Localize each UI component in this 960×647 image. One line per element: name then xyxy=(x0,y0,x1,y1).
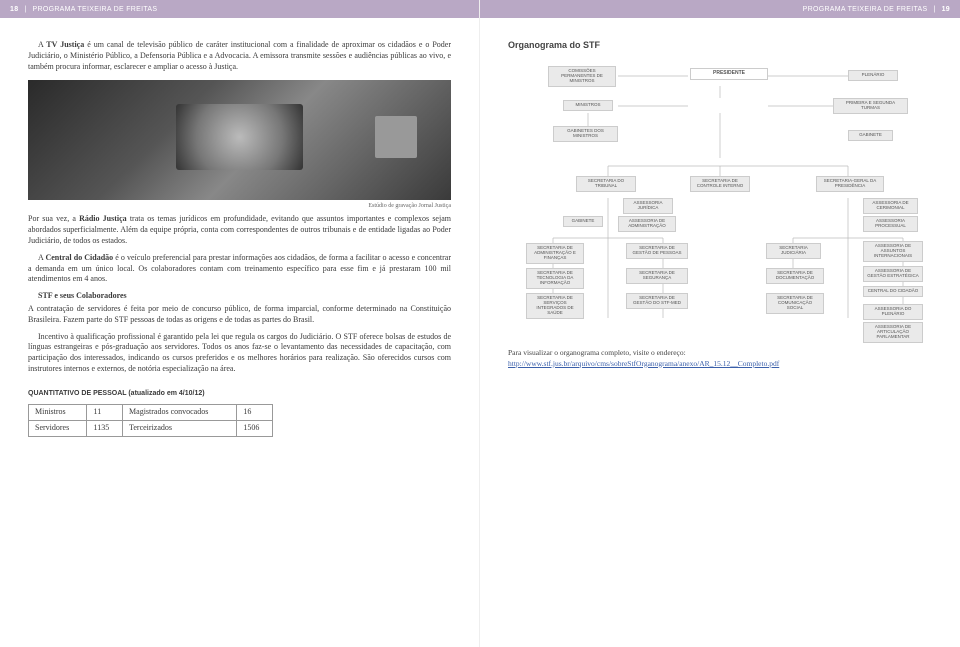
table-row: Ministros 11 Magistrados convocados 16 xyxy=(29,405,273,421)
cell-servidores-label: Servidores xyxy=(29,421,87,437)
node-ass-processual: ASSESSORIA PROCESSUAL xyxy=(863,216,918,232)
organogram-section: Organograma do STF xyxy=(508,40,932,338)
cell-servidores-val: 1135 xyxy=(87,421,123,437)
header-sep: | xyxy=(933,6,935,13)
organogram-link[interactable]: http://www.stf.jus.br/arquivo/cms/sobreS… xyxy=(508,359,779,368)
node-sec-admfin: SECRETARIA DE ADMINISTRAÇÃO E FINANÇAS xyxy=(526,243,584,264)
personnel-table: Ministros 11 Magistrados convocados 16 S… xyxy=(28,404,273,437)
left-content: A TV Justiça é um canal de televisão púb… xyxy=(28,40,451,437)
node-comissoes: COMISSÕES PERMANENTES DE MINISTROS xyxy=(548,66,616,87)
page-number-left: 18 xyxy=(10,6,18,13)
node-sec-gestao-pessoas: SECRETARIA DE GESTÃO DE PESSOAS xyxy=(626,243,688,259)
node-sec-comunicacao: SECRETARIA DE COMUNICAÇÃO SOCIAL xyxy=(766,293,824,314)
header-right: PROGRAMA TEIXEIRA DE FREITAS | 19 xyxy=(480,0,960,18)
para-colab2: Incentivo à qualificação profissional é … xyxy=(28,332,451,375)
table-title: QUANTITATIVO DE PESSOAL (atualizado em 4… xyxy=(28,389,451,398)
cell-terceirizados-val: 1506 xyxy=(237,421,273,437)
organogram-title: Organograma do STF xyxy=(508,40,932,50)
node-gab1: GABINETE xyxy=(848,130,893,141)
node-sec-ti: SECRETARIA DE TECNOLOGIA DA INFORMAÇÃO xyxy=(526,268,584,289)
para-central: A Central do Cidadão é o veículo prefere… xyxy=(28,253,451,285)
node-ass-internacionais: ASSESSORIA DE ASSUNTOS INTERNACIONAIS xyxy=(863,241,923,262)
node-ministros: MINISTROS xyxy=(563,100,613,111)
node-sec-saude: SECRETARIA DE SERVIÇOS INTEGRADOS DE SAÚ… xyxy=(526,293,584,319)
node-ass-gestao-estrat: ASSESSORIA DE GESTÃO ESTRATÉGICA xyxy=(863,266,923,282)
node-sec-geral: SECRETARIA-GERAL DA PRESIDÊNCIA xyxy=(816,176,884,192)
page-number-right: 19 xyxy=(942,6,950,13)
cell-terceirizados-label: Terceirizados xyxy=(123,421,237,437)
organogram-link-block: Para visualizar o organograma completo, … xyxy=(508,348,932,369)
para-tv: A TV Justiça é um canal de televisão púb… xyxy=(28,40,451,72)
cell-ministros-label: Ministros xyxy=(29,405,87,421)
table-row: Servidores 1135 Terceirizados 1506 xyxy=(29,421,273,437)
node-ass-parlamentar: ASSESSORIA DE ARTICULAÇÃO PARLAMENTAR xyxy=(863,322,923,343)
node-central-cidadao: CENTRAL DO CIDADÃO xyxy=(863,286,923,297)
header-program-left: PROGRAMA TEIXEIRA DE FREITAS xyxy=(33,6,158,13)
studio-photo xyxy=(28,80,451,200)
node-gab2: GABINETE xyxy=(563,216,603,227)
node-ass-juridica: ASSESSORIA JURÍDICA xyxy=(623,198,673,214)
node-sec-documentacao: SECRETARIA DE DOCUMENTAÇÃO xyxy=(766,268,824,284)
node-presidente: PRESIDENTE xyxy=(690,68,768,80)
header-left: 18 | PROGRAMA TEIXEIRA DE FREITAS xyxy=(0,0,479,18)
cell-magistrados-val: 16 xyxy=(237,405,273,421)
page-right: PROGRAMA TEIXEIRA DE FREITAS | 19 Organo… xyxy=(480,0,960,647)
header-program-right: PROGRAMA TEIXEIRA DE FREITAS xyxy=(803,6,928,13)
node-sec-tribunal: SECRETARIA DO TRIBUNAL xyxy=(576,176,636,192)
node-sec-seguranca: SECRETARIA DE SEGURANÇA xyxy=(626,268,688,284)
node-turmas: PRIMEIRA E SEGUNDA TURMAS xyxy=(833,98,908,114)
node-ass-plenario: ASSESSORIA DO PLENÁRIO xyxy=(863,304,923,320)
cell-magistrados-label: Magistrados convocados xyxy=(123,405,237,421)
link-intro: Para visualizar o organograma completo, … xyxy=(508,348,932,359)
page-left: 18 | PROGRAMA TEIXEIRA DE FREITAS A TV J… xyxy=(0,0,480,647)
organogram-chart: COMISSÕES PERMANENTES DE MINISTROS PRESI… xyxy=(508,58,932,338)
node-gabinetes: GABINETES DOS MINISTROS xyxy=(553,126,618,142)
node-sec-judiciaria: SECRETARIA JUDICIÁRIA xyxy=(766,243,821,259)
subhead-colab: STF e seus Colaboradores xyxy=(28,291,451,302)
para-radio: Por sua vez, a Rádio Justiça trata os te… xyxy=(28,214,451,246)
node-ass-admin: ASSESSORIA DE ADMINISTRAÇÃO xyxy=(618,216,676,232)
node-ass-cerimonial: ASSESSORIA DE CERIMONIAL xyxy=(863,198,918,214)
node-sec-controle: SECRETARIA DE CONTROLE INTERNO xyxy=(690,176,750,192)
node-sec-stfmed: SECRETARIA DE GESTÃO DO STF-MED xyxy=(626,293,688,309)
photo-caption: Estúdio de gravação Jornal Justiça xyxy=(28,202,451,210)
cell-ministros-val: 11 xyxy=(87,405,123,421)
header-sep: | xyxy=(24,6,26,13)
node-plenario: PLENÁRIO xyxy=(848,70,898,81)
para-colab1: A contratação de servidores é feita por … xyxy=(28,304,451,326)
